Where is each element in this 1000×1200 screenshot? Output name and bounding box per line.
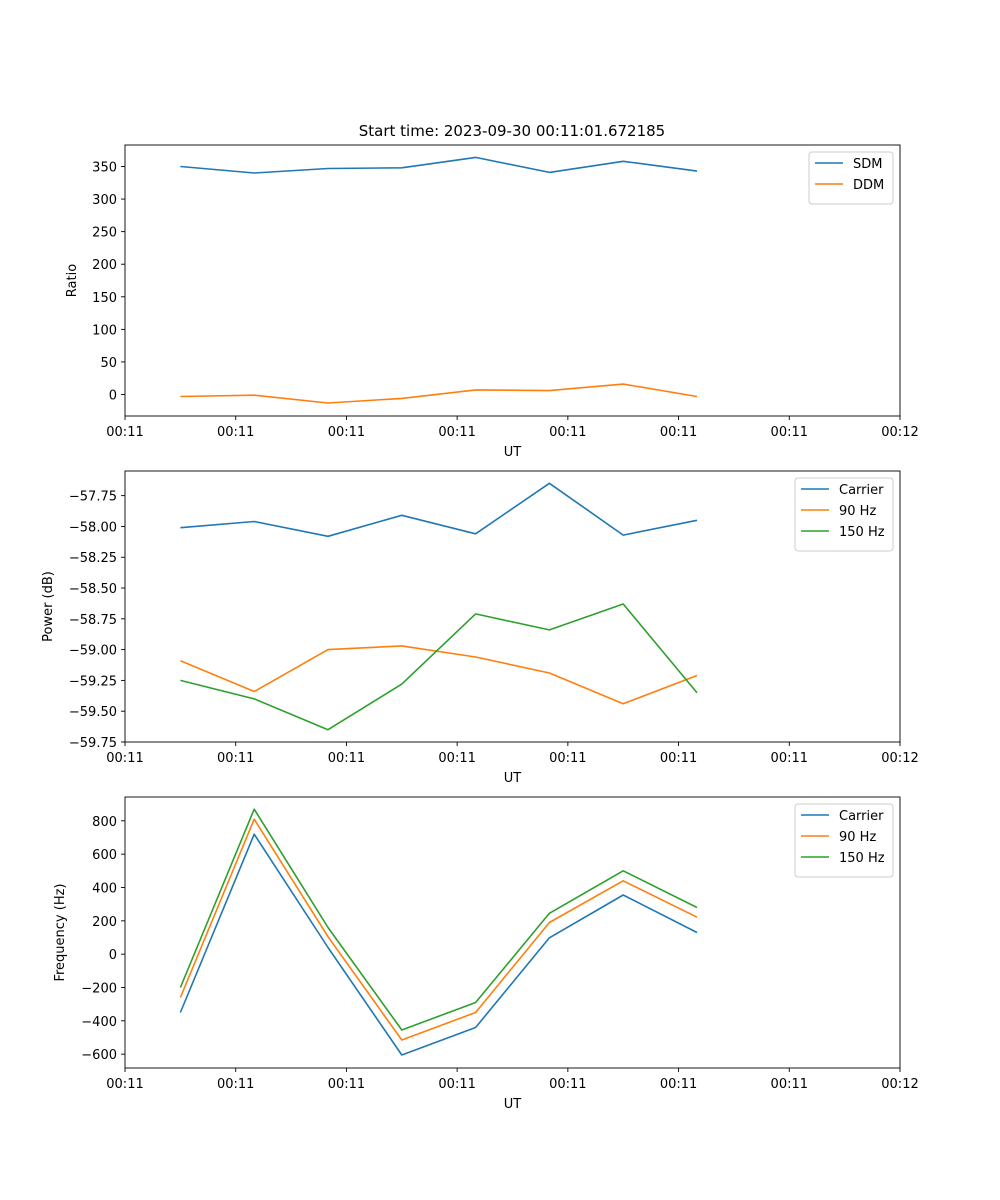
- x-tick-label: 00:11: [660, 425, 697, 440]
- subplot-3: 00:11 00:11 00:11 00:11 00:11 00:11 00:11 00:12…: [53, 796, 919, 1112]
- series-line-150-hz: [180, 603, 698, 731]
- y-tick-label: 50: [100, 356, 117, 371]
- x-axis-label: UT: [504, 771, 522, 786]
- y-tick-label: 250: [92, 226, 117, 241]
- y-tick-label: 0: [109, 389, 117, 404]
- series-line-carrier: [179, 833, 698, 1056]
- x-tick-label: 00:11: [217, 751, 254, 766]
- y-tick-label: 0: [109, 948, 117, 963]
- x-tick-label: 00:11: [106, 425, 143, 440]
- figure-title: Start time: 2023-09-30 00:11:01.672185: [359, 122, 665, 140]
- x-axis-label: UT: [504, 1097, 522, 1112]
- y-tick-label: 300: [92, 193, 117, 208]
- y-tick-label: 350: [92, 160, 117, 175]
- y-tick-label: 400: [92, 882, 117, 897]
- x-tick-label: 00:11: [549, 1077, 586, 1092]
- axes-frame: [124, 470, 901, 743]
- plots-container: 00:11 00:11 00:11 00:11 00:11 00:11 00:11 00:12…: [41, 144, 919, 1112]
- x-tick-label: 00:11: [438, 1077, 475, 1092]
- x-tick-label: 00:11: [771, 1077, 808, 1092]
- x-tick-label: 00:11: [771, 425, 808, 440]
- subplot-2: 00:11 00:11 00:11 00:11 00:11 00:11 00:11 00:12…: [41, 470, 919, 786]
- y-tick-label: −57.75: [69, 490, 117, 505]
- y-axis-label: Ratio: [65, 264, 80, 297]
- legend-label: Carrier: [839, 483, 884, 498]
- y-tick-label: 100: [92, 323, 117, 338]
- series-line-carrier: [180, 482, 698, 538]
- legend-label: 90 Hz: [839, 504, 876, 519]
- x-tick-label: 00:11: [217, 425, 254, 440]
- legend-label: 90 Hz: [839, 830, 876, 845]
- y-axis-label: Power (dB): [41, 571, 56, 642]
- x-tick-label: 00:11: [328, 751, 365, 766]
- legend-box: [794, 477, 894, 552]
- y-tick-label: 150: [92, 291, 117, 306]
- x-tick-label: 00:12: [881, 1077, 918, 1092]
- series-line-ddm: [180, 383, 698, 404]
- legend-label: SDM: [853, 157, 882, 172]
- subplot-1: 00:11 00:11 00:11 00:11 00:11 00:11 00:11 00:12…: [65, 144, 919, 460]
- y-tick-label: −58.75: [69, 613, 117, 628]
- y-tick-label: −59.50: [69, 705, 117, 720]
- legend: Carrier 90 Hz 150 Hz: [794, 477, 894, 552]
- y-tick-label: 800: [92, 815, 117, 830]
- legend-box: [794, 803, 894, 878]
- y-tick-label: −600: [81, 1048, 117, 1063]
- series-line-90-hz: [180, 645, 698, 705]
- series-line-90-hz: [179, 818, 698, 1041]
- x-axis-label: UT: [504, 445, 522, 460]
- x-tick-label: 00:11: [771, 751, 808, 766]
- x-tick-label: 00:11: [438, 425, 475, 440]
- legend: Carrier 90 Hz 150 Hz: [794, 803, 894, 878]
- y-axis-label: Frequency (Hz): [53, 883, 68, 981]
- x-tick-label: 00:11: [106, 1077, 143, 1092]
- y-tick-label: 600: [92, 848, 117, 863]
- x-tick-label: 00:11: [549, 425, 586, 440]
- x-tick-label: 00:11: [549, 751, 586, 766]
- legend: SDM DDM: [808, 151, 894, 205]
- axes-frame: [124, 144, 901, 417]
- legend-label: DDM: [853, 178, 884, 193]
- series-line-150-hz: [179, 808, 698, 1031]
- y-tick-label: 200: [92, 915, 117, 930]
- x-tick-label: 00:11: [660, 1077, 697, 1092]
- legend-label: Carrier: [839, 809, 884, 824]
- y-tick-label: −200: [81, 982, 117, 997]
- y-tick-label: −59.75: [69, 736, 117, 751]
- y-tick-label: 200: [92, 258, 117, 273]
- x-tick-label: 00:11: [328, 1077, 365, 1092]
- x-tick-label: 00:11: [328, 425, 365, 440]
- y-tick-label: −400: [81, 1015, 117, 1030]
- legend-label: 150 Hz: [839, 851, 885, 866]
- y-tick-label: −58.00: [69, 520, 117, 535]
- y-tick-label: −58.25: [69, 551, 117, 566]
- x-tick-label: 00:11: [217, 1077, 254, 1092]
- series-line-sdm: [180, 156, 698, 174]
- x-tick-label: 00:11: [660, 751, 697, 766]
- axes-frame: [124, 796, 901, 1069]
- y-tick-label: −59.00: [69, 644, 117, 659]
- y-tick-label: −58.50: [69, 582, 117, 597]
- legend-label: 150 Hz: [839, 525, 885, 540]
- x-tick-label: 00:11: [438, 751, 475, 766]
- x-tick-label: 00:12: [881, 425, 918, 440]
- x-tick-label: 00:11: [106, 751, 143, 766]
- y-tick-label: −59.25: [69, 674, 117, 689]
- x-tick-label: 00:12: [881, 751, 918, 766]
- legend-box: [808, 151, 894, 205]
